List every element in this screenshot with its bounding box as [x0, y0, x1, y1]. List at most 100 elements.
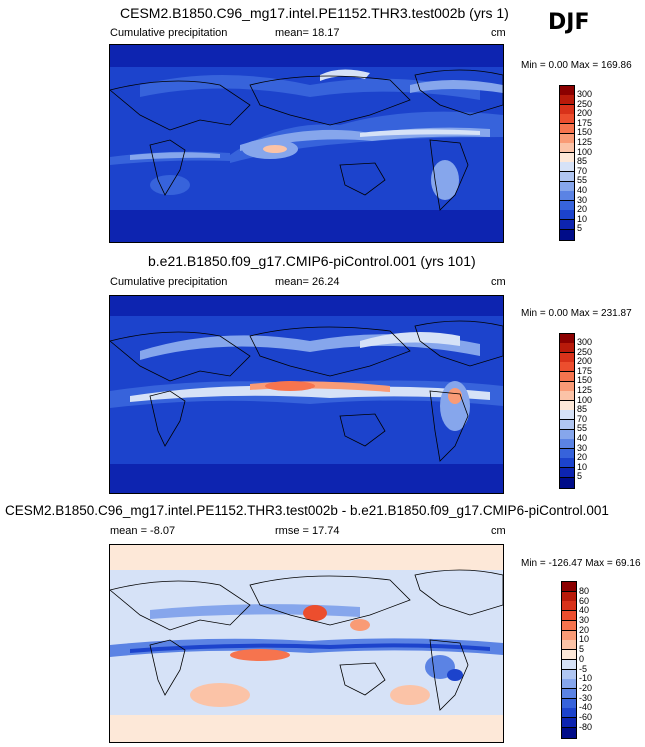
colorbar-tick-label: 125 — [577, 137, 593, 147]
colorbar-swatch — [562, 601, 576, 611]
colorbar-tick-label: 10 — [577, 462, 588, 472]
colorbar-tick-label: 150 — [577, 375, 593, 385]
colorbar-tick-label: 40 — [577, 185, 588, 195]
colorbar-tick-label: 55 — [577, 423, 588, 433]
colorbar-swatch — [560, 143, 574, 153]
colorbar-tick-label: 60 — [579, 596, 590, 606]
colorbar-tick-label: 30 — [577, 443, 588, 453]
colorbar-swatch — [560, 172, 574, 182]
panel-1-units: cm — [491, 27, 506, 39]
colorbar-swatch — [562, 640, 576, 650]
colorbar-swatch — [560, 220, 574, 230]
panel-3-title: CESM2.B1850.C96_mg17.intel.PE1152.THR3.t… — [5, 503, 609, 518]
colorbar-tick-label: 20 — [577, 452, 588, 462]
panel-2-precip-field — [110, 296, 503, 493]
panel-1-precip-field — [110, 45, 503, 242]
panel-3-minmax: Min = -126.47 Max = 69.16 — [521, 558, 641, 569]
colorbar-tick-label: 30 — [579, 615, 590, 625]
colorbar-tick-label: 70 — [577, 414, 588, 424]
panel-3-mean: mean = -8.07 — [110, 525, 176, 537]
panel-3-colorbar-labels: 80 60 40 30 20 10 5 0 -5 -10 -20 -30 -40… — [579, 581, 619, 741]
colorbar-tick-label: 200 — [577, 356, 593, 366]
colorbar-swatch — [560, 343, 574, 353]
colorbar-swatch — [562, 582, 576, 592]
colorbar-tick-label: 250 — [577, 347, 593, 357]
colorbar-swatch — [560, 114, 574, 124]
colorbar-swatch — [562, 728, 576, 738]
colorbar-tick-label: 40 — [577, 433, 588, 443]
colorbar-tick-label: 150 — [577, 127, 593, 137]
colorbar-swatch — [562, 611, 576, 621]
colorbar-tick-label: 300 — [577, 89, 593, 99]
panel-1-title: CESM2.B1850.C96_mg17.intel.PE1152.THR3.t… — [120, 5, 509, 21]
colorbar-swatch — [562, 621, 576, 631]
colorbar-tick-label: -5 — [579, 664, 588, 674]
colorbar-tick-label: 85 — [577, 156, 588, 166]
colorbar-swatch — [560, 410, 574, 420]
panel-3-rmse: rmse = 17.74 — [275, 525, 340, 537]
colorbar-swatch — [560, 230, 574, 240]
colorbar-tick-label: -20 — [579, 683, 593, 693]
colorbar-tick-label: -40 — [579, 702, 593, 712]
colorbar-tick-label: 5 — [577, 223, 583, 233]
colorbar-swatch — [562, 679, 576, 689]
panel-2-title: b.e21.B1850.f09_g17.CMIP6-piControl.001 … — [148, 253, 476, 269]
colorbar-swatch — [562, 650, 576, 660]
panel-1-minmax: Min = 0.00 Max = 169.86 — [521, 60, 632, 71]
colorbar-tick-label: -80 — [579, 722, 593, 732]
colorbar-tick-label: 175 — [577, 366, 593, 376]
panel-1-variable: Cumulative precipitation — [110, 27, 228, 39]
colorbar-tick-label: 80 — [579, 586, 590, 596]
colorbar-tick-label: 0 — [579, 654, 585, 664]
colorbar-swatch — [560, 420, 574, 430]
panel-2-colorbar — [559, 333, 575, 489]
season-label: DJF — [548, 10, 590, 35]
colorbar-tick-label: 20 — [577, 204, 588, 214]
colorbar-swatch — [560, 162, 574, 172]
colorbar-swatch — [562, 708, 576, 718]
panel-2-variable: Cumulative precipitation — [110, 276, 228, 288]
colorbar-tick-label: 200 — [577, 108, 593, 118]
colorbar-tick-label: 55 — [577, 175, 588, 185]
colorbar-swatch — [560, 468, 574, 478]
colorbar-swatch — [560, 372, 574, 382]
colorbar-swatch — [560, 124, 574, 134]
colorbar-swatch — [560, 210, 574, 220]
colorbar-swatch — [560, 458, 574, 468]
colorbar-swatch — [560, 391, 574, 401]
colorbar-tick-label: 20 — [579, 625, 590, 635]
colorbar-tick-label: 40 — [579, 605, 590, 615]
colorbar-tick-label: 85 — [577, 404, 588, 414]
colorbar-tick-label: 100 — [577, 395, 593, 405]
colorbar-swatch — [562, 660, 576, 670]
colorbar-swatch — [562, 689, 576, 699]
colorbar-swatch — [562, 718, 576, 728]
colorbar-swatch — [560, 95, 574, 105]
colorbar-tick-label: 70 — [577, 166, 588, 176]
colorbar-swatch — [560, 191, 574, 201]
colorbar-swatch — [560, 439, 574, 449]
panel-2-map — [109, 295, 504, 494]
colorbar-tick-label: 30 — [577, 195, 588, 205]
panel-3-diff-field — [110, 545, 503, 742]
panel-2-minmax: Min = 0.00 Max = 231.87 — [521, 308, 632, 319]
panel-1-colorbar-labels: 300 250 200 175 150 125 100 85 70 55 40 … — [577, 85, 617, 245]
colorbar-swatch — [560, 478, 574, 488]
colorbar-tick-label: 125 — [577, 385, 593, 395]
colorbar-tick-label: -30 — [579, 693, 593, 703]
colorbar-tick-label: 175 — [577, 118, 593, 128]
colorbar-tick-label: 100 — [577, 147, 593, 157]
colorbar-tick-label: 10 — [579, 634, 590, 644]
panel-1-colorbar — [559, 85, 575, 241]
colorbar-tick-label: 10 — [577, 214, 588, 224]
panel-3-colorbar — [561, 581, 577, 739]
panel-1-map — [109, 44, 504, 243]
colorbar-tick-label: 300 — [577, 337, 593, 347]
panel-3-map — [109, 544, 504, 743]
colorbar-tick-label: 5 — [577, 471, 583, 481]
colorbar-tick-label: 250 — [577, 99, 593, 109]
panel-2-mean: mean= 26.24 — [275, 276, 340, 288]
panel-1-mean: mean= 18.17 — [275, 27, 340, 39]
panel-2-colorbar-labels: 300 250 200 175 150 125 100 85 70 55 40 … — [577, 333, 617, 493]
panel-3-units: cm — [491, 525, 506, 537]
